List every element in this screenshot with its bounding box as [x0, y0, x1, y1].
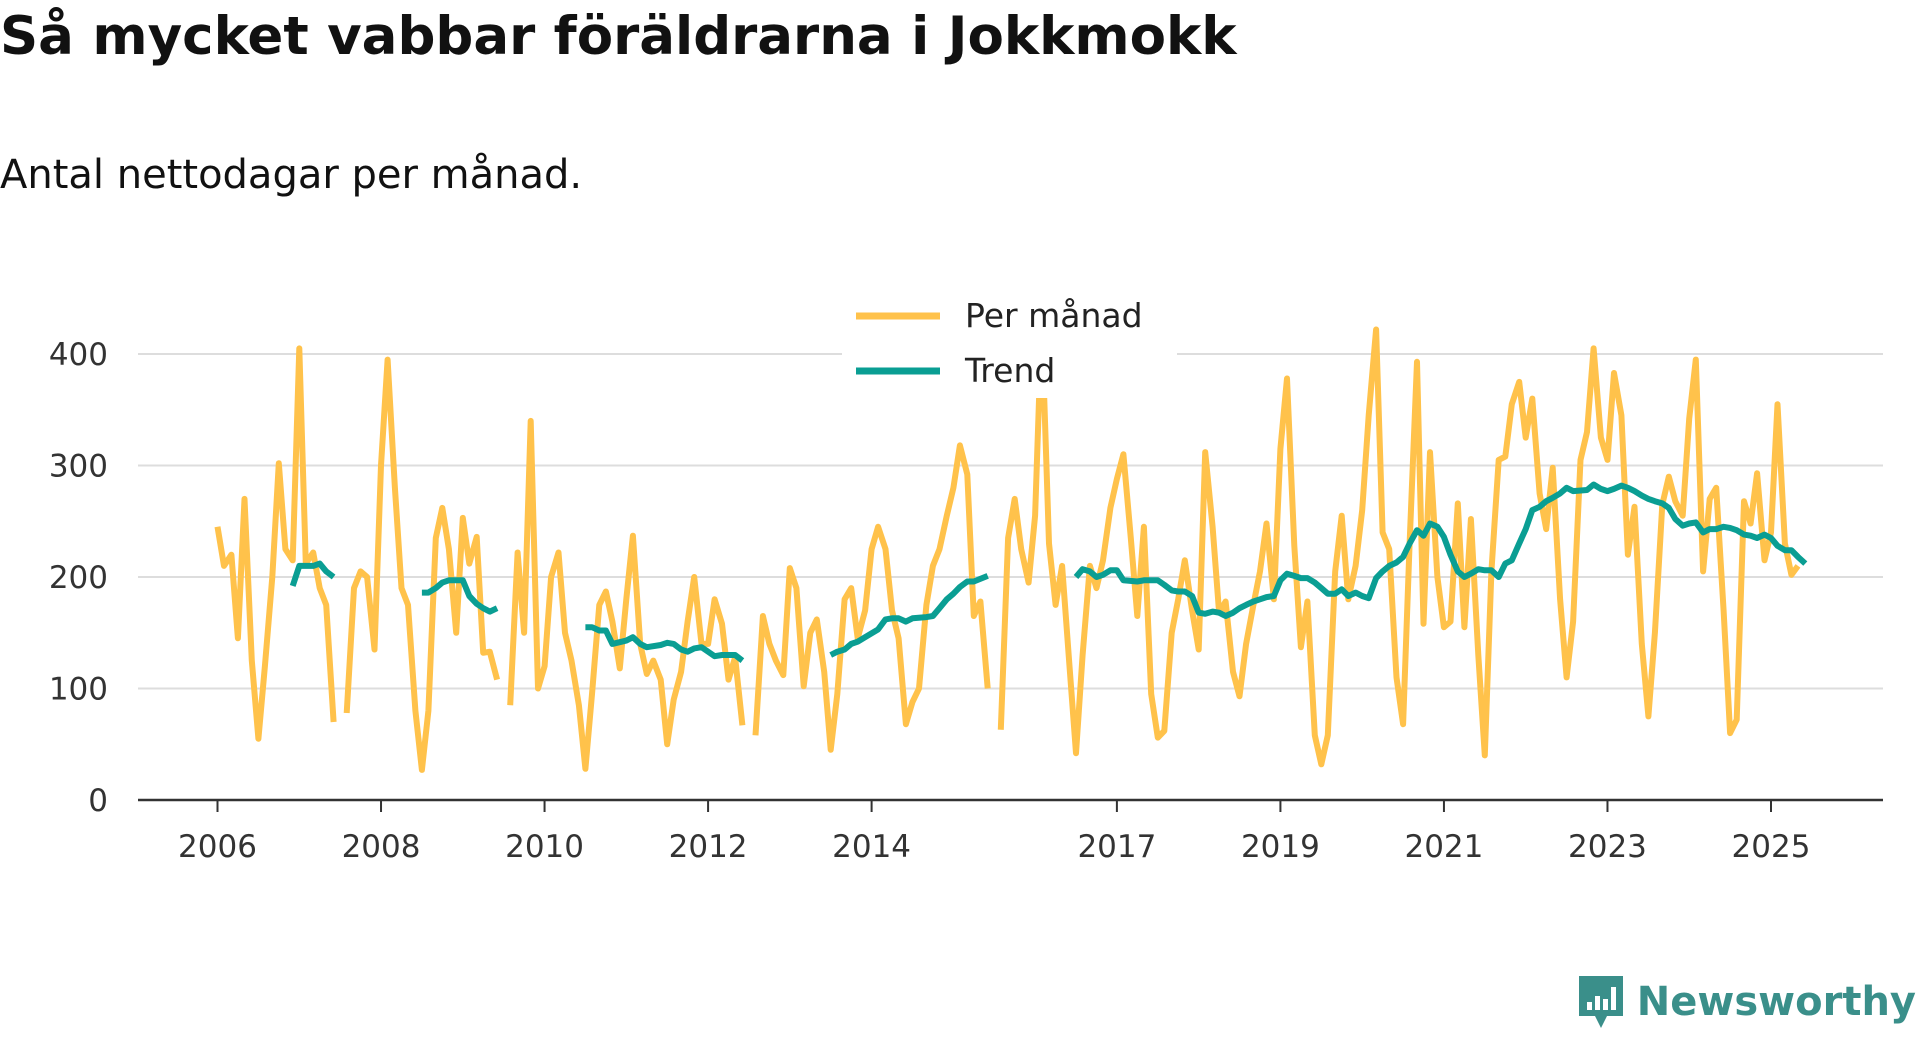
newsworthy-logo-icon: [1578, 976, 1623, 1028]
y-tick-label: 400: [49, 337, 108, 373]
series-line-per-manad: [997, 317, 1801, 768]
legend: Per månad Trend: [842, 288, 1177, 398]
x-tick-label: 2025: [1732, 829, 1811, 865]
x-tick-label: 2023: [1568, 829, 1647, 865]
series-line-trend: [585, 624, 745, 663]
series-line-per-manad: [214, 345, 337, 742]
newsworthy-logo-text: Newsworthy: [1636, 979, 1916, 1025]
y-tick-label: 0: [88, 783, 108, 819]
series-line-trend: [1073, 481, 1808, 619]
y-tick-label: 300: [49, 449, 108, 485]
x-tick-label: 2012: [669, 829, 748, 865]
series-line-per-manad: [507, 417, 746, 772]
series-line-trend: [289, 560, 336, 587]
legend-label-trend: Trend: [964, 351, 1055, 390]
y-axis-labels: 0 100 200 300 400: [49, 337, 108, 819]
x-tick-label: 2019: [1241, 829, 1320, 865]
x-tick-label: 2017: [1077, 829, 1156, 865]
y-tick-label: 200: [49, 560, 108, 596]
series-line-trend: [829, 573, 989, 658]
x-tick-label: 2006: [178, 829, 257, 865]
series-lines: [214, 317, 1808, 773]
x-tick-label: 2014: [832, 829, 911, 865]
legend-label-per-manad: Per månad: [965, 296, 1143, 335]
y-tick-label: 100: [49, 672, 108, 708]
chart-title: Så mycket vabbar föräldrarna i Jokkmokk: [0, 6, 1237, 67]
chart-subtitle: Antal nettodagar per månad.: [0, 152, 583, 198]
x-tick-label: 2010: [505, 829, 584, 865]
series-line-per-manad: [343, 356, 501, 773]
legend-background: [842, 288, 1177, 398]
x-tick-label: 2021: [1404, 829, 1483, 865]
newsworthy-logo: Newsworthy: [1575, 972, 1916, 1032]
series-line-trend: [421, 577, 499, 615]
x-tick-label: 2008: [342, 829, 421, 865]
x-axis: 2006 2008 2010 2012 2014 2017 2019 2021 2023 2025: [138, 798, 1883, 865]
series-line-per-manad: [752, 442, 991, 753]
